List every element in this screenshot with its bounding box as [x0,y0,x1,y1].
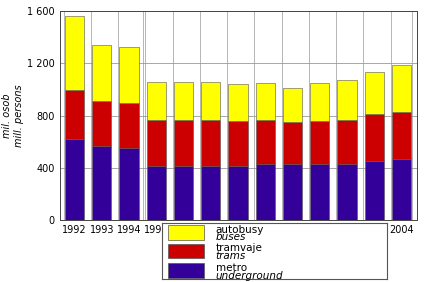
Bar [201,120,220,166]
Bar [256,83,275,120]
Bar [174,120,193,166]
Bar [365,72,384,114]
Bar [174,166,193,220]
Bar [92,146,111,220]
Bar [256,164,275,220]
Text: underground: underground [215,271,283,281]
Bar [201,82,220,120]
Bar [147,82,166,120]
Bar [256,120,275,164]
Bar [229,121,247,166]
Text: mil. osob
mill. persons: mil. osob mill. persons [2,84,24,147]
Bar [168,263,204,278]
Text: autobusy: autobusy [215,224,264,235]
Bar [119,47,139,103]
Bar [168,244,204,258]
Bar [201,166,220,220]
Bar [365,161,384,220]
Text: tramvaje: tramvaje [215,243,262,253]
Bar [119,103,139,147]
Bar [365,114,384,161]
Bar [392,65,411,112]
Bar [92,45,111,101]
Bar [310,83,329,121]
Bar [337,164,357,220]
Bar [65,139,84,220]
Bar [147,120,166,166]
Bar [65,90,84,139]
Bar [337,120,357,164]
Bar [283,88,302,122]
Bar [392,112,411,159]
Bar [65,17,84,90]
Text: metro: metro [215,263,246,273]
Bar [147,166,166,220]
Bar [283,122,302,164]
Bar [229,166,247,220]
Bar [283,164,302,220]
Bar [168,225,204,240]
Bar [119,147,139,220]
Bar [392,159,411,220]
Bar [310,164,329,220]
Bar [229,84,247,121]
Bar [174,82,193,120]
Text: buses: buses [215,232,246,243]
Bar [337,80,357,120]
Bar [310,121,329,164]
Bar [92,101,111,146]
Text: trams: trams [215,251,246,261]
